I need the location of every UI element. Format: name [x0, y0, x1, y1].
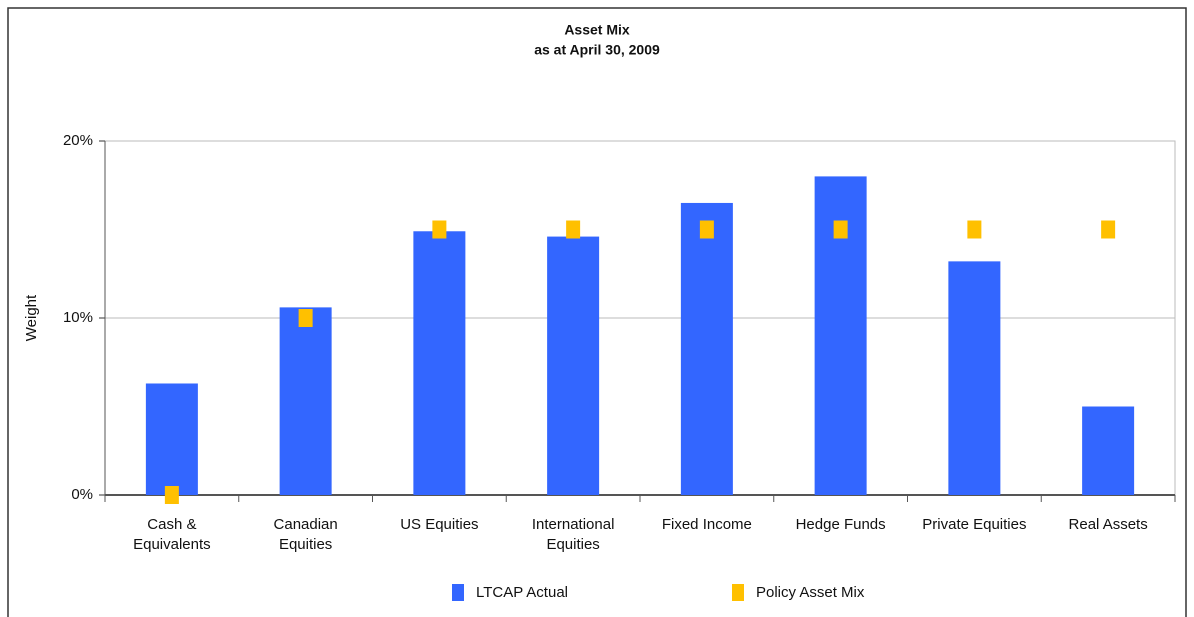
marker [699, 220, 714, 239]
bar [279, 307, 332, 495]
marker [833, 220, 848, 239]
marker [164, 486, 179, 504]
legend-label: Policy Asset Mix [756, 584, 865, 601]
marker [566, 220, 581, 239]
x-tick-label: Cash & Equivalents [133, 516, 211, 553]
y-tick-label: 10% [63, 309, 93, 326]
y-axis-title: Weight [23, 294, 40, 341]
x-tick-label: International Equities [531, 516, 615, 553]
y-tick-label: 0% [71, 486, 93, 503]
legend-label: LTCAP Actual [476, 584, 568, 601]
x-tick-label: Real Assets [1068, 516, 1148, 533]
bar [1082, 406, 1135, 495]
legend-swatch [732, 584, 744, 601]
bar [547, 236, 600, 495]
marker [1101, 220, 1116, 239]
chart-subtitle: as at April 30, 2009 [534, 42, 660, 58]
marker [432, 220, 447, 239]
bar [413, 231, 466, 495]
bar [145, 383, 198, 495]
x-tick-label: Fixed Income [661, 516, 752, 533]
y-tick-label: 20% [63, 132, 93, 149]
legend-swatch [452, 584, 464, 601]
marker [967, 220, 982, 239]
frame [7, 7, 1187, 617]
x-tick-label: US Equities [400, 516, 479, 533]
x-tick-label: Private Equities [922, 516, 1027, 533]
x-tick-label: Canadian Equities [273, 516, 338, 553]
bar [948, 261, 1001, 495]
bar [680, 202, 733, 495]
marker [298, 309, 313, 327]
chart-title: Asset Mix [564, 22, 630, 38]
x-tick-label: Hedge Funds [795, 516, 886, 533]
